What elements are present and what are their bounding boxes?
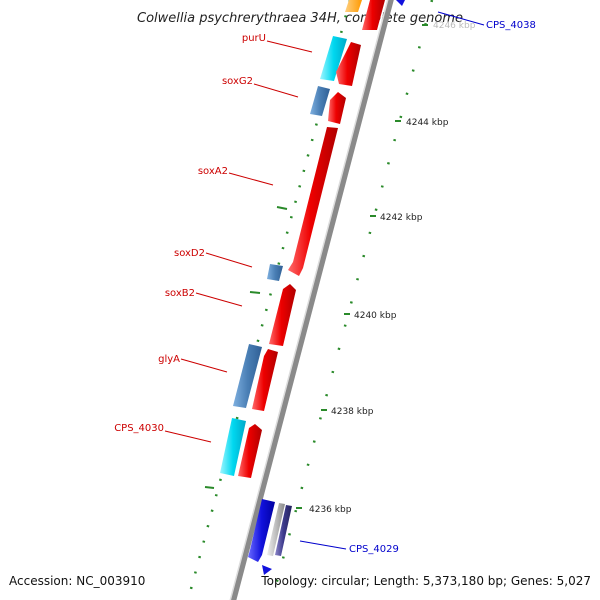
tick-label: 4244 kbp (406, 118, 449, 128)
tick-4240: 4240 kbp (344, 311, 397, 321)
gene-red-top (362, 0, 385, 30)
tick-4236: 4236 kbp (296, 505, 352, 515)
gene-blue-small (262, 565, 272, 575)
gene-gray (267, 503, 285, 556)
gc-skew-bar (276, 206, 288, 210)
svg-text:soxA2: soxA2 (198, 166, 228, 177)
topology-text: Topology: circular; Length: 5,373,180 bp… (261, 574, 591, 588)
gene-label-CPS_4029[interactable]: CPS_4029 (299, 540, 399, 555)
gene-blue-glyA (233, 344, 262, 408)
gene-cyan-CPS_4030 (220, 418, 246, 476)
gene-label-soxA2[interactable]: soxA2 (198, 166, 274, 186)
svg-text:soxB2: soxB2 (165, 288, 195, 299)
gene-red-glyA (252, 349, 278, 411)
tick-4244: 4244 kbp (395, 118, 449, 128)
gene-cyan-purU (320, 36, 347, 81)
tick-4238: 4238 kbp (321, 407, 374, 417)
gene-red-soxA2 (288, 127, 338, 276)
tick-label: 4240 kbp (354, 311, 397, 321)
gene-orange (345, 0, 362, 12)
gene-red-purU (336, 42, 361, 86)
gene-label-soxD2[interactable]: soxD2 (174, 248, 253, 268)
gene-deepblue-CPS_4029 (248, 499, 275, 562)
svg-text:glyA: glyA (158, 354, 180, 365)
gene-label-CPS_4038[interactable]: CPS_4038 (437, 11, 536, 31)
gene-navy (275, 505, 292, 556)
gc-skew-bar (204, 486, 215, 489)
genome-backbone (230, 0, 394, 600)
gene-deepblue-top (396, 0, 405, 6)
svg-text:soxD2: soxD2 (174, 248, 205, 259)
gene-label-glyA[interactable]: glyA (158, 354, 228, 373)
gc-skew-track (270, 0, 434, 600)
gene-blue-soxG2 (310, 86, 330, 116)
gene-blue-soxD2 (267, 264, 283, 281)
gene-label-soxG2[interactable]: soxG2 (222, 76, 299, 98)
svg-text:purU: purU (242, 33, 266, 44)
tick-label: 4246 kbp (433, 21, 476, 31)
gc-skew-bar (249, 291, 261, 294)
svg-text:CPS_4029: CPS_4029 (349, 544, 399, 555)
svg-text:CPS_4030: CPS_4030 (114, 423, 164, 434)
gene-label-CPS_4030[interactable]: CPS_4030 (114, 423, 212, 443)
gene-red-soxG2 (328, 92, 346, 124)
gene-red-CPS_4030 (238, 424, 262, 478)
gene-red-soxB2 (269, 284, 296, 346)
tick-label: 4242 kbp (380, 213, 423, 223)
gene-label-purU[interactable]: purU (242, 33, 313, 53)
svg-text:CPS_4038: CPS_4038 (486, 20, 536, 31)
svg-text:soxG2: soxG2 (222, 76, 253, 87)
accession-text: Accession: NC_003910 (9, 574, 146, 588)
genome-backbone-highlight (229, 0, 389, 600)
tick-label: 4238 kbp (331, 407, 374, 417)
gene-label-soxB2[interactable]: soxB2 (165, 288, 243, 307)
tick-4246: 4246 kbp (422, 21, 476, 31)
tick-4242: 4242 kbp (370, 213, 423, 223)
tick-label: 4236 kbp (309, 505, 352, 515)
